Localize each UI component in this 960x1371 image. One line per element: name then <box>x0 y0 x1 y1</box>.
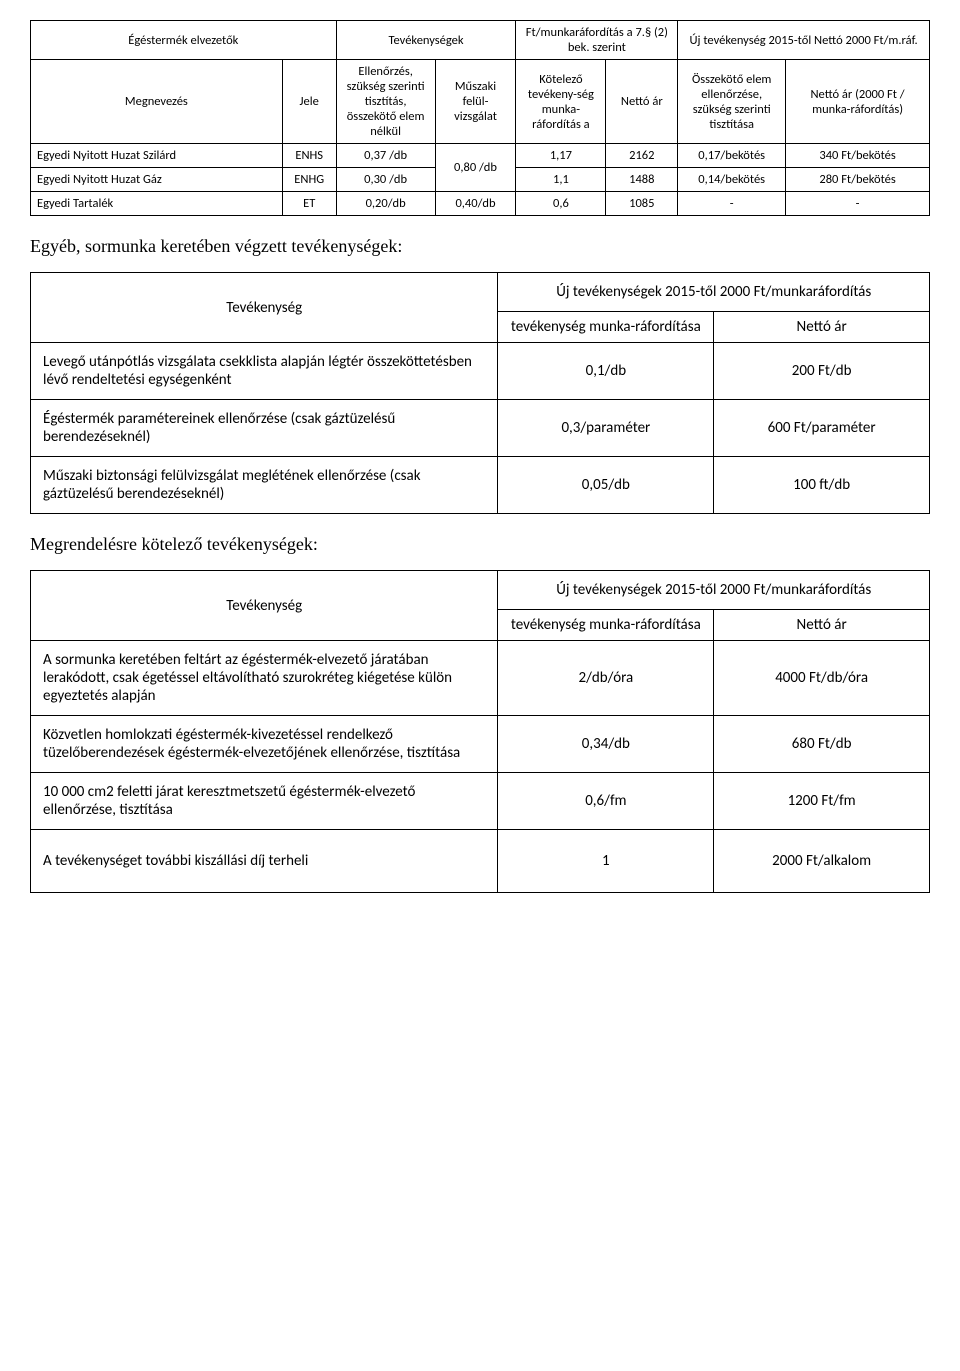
table-row: Levegő utánpótlás vizsgálata csekklista … <box>31 343 930 400</box>
t3-r2-pr: 1200 Ft/fm <box>714 773 930 830</box>
t2-h-newact: Új tevékenységek 2015-től 2000 Ft/munkar… <box>498 273 930 312</box>
t3-h-sub2: Nettó ár <box>714 610 930 641</box>
t1-r1-ell: 0,30 /db <box>336 168 435 192</box>
t3-r1-desc: Közvetlen homlokzati égéstermék-kivezeté… <box>31 716 498 773</box>
t3-r2-mf: 0,6/fm <box>498 773 714 830</box>
t2-h-activity: Tevékenység <box>31 273 498 343</box>
t1-r0-net: 2162 <box>606 144 678 168</box>
table-egetermek: Égéstermék elvezetők Tevékenységek Ft/mu… <box>30 20 930 216</box>
t3-h-newact: Új tevékenységek 2015-től 2000 Ft/munkar… <box>498 571 930 610</box>
t1-r0-fee: 340 Ft/bekötés <box>786 144 930 168</box>
table-row: A sormunka keretében feltárt az égésterm… <box>31 641 930 716</box>
t1-h-kotelezo: Kötelező tevékeny-ség munka-ráfordítás a <box>516 60 606 144</box>
t3-r1-pr: 680 Ft/db <box>714 716 930 773</box>
t1-r2-net: 1085 <box>606 192 678 216</box>
t1-r2-musz: 0,40/db <box>435 192 516 216</box>
table-row: Egyedi Tartalék ET 0,20/db 0,40/db 0,6 1… <box>31 192 930 216</box>
t1-r1-net: 1488 <box>606 168 678 192</box>
t2-r0-desc: Levegő utánpótlás vizsgálata csekklista … <box>31 343 498 400</box>
table-megrendeles: Tevékenység Új tevékenységek 2015-től 20… <box>30 570 930 893</box>
t3-r3-desc: A tevékenységet további kiszállási díj t… <box>31 830 498 893</box>
t3-r0-pr: 4000 Ft/db/óra <box>714 641 930 716</box>
t1-r1-ossz: 0,14/bekötés <box>678 168 786 192</box>
t1-h-c2: Tevékenységek <box>336 21 516 60</box>
t1-h-megnevezes: Megnevezés <box>31 60 283 144</box>
t1-h-jele: Jele <box>282 60 336 144</box>
t1-r0-musz: 0,80 /db <box>435 144 516 192</box>
t3-h-sub1: tevékenység munka-ráfordítása <box>498 610 714 641</box>
t3-r0-mf: 2/db/óra <box>498 641 714 716</box>
table-egyeb: Tevékenység Új tevékenységek 2015-től 20… <box>30 272 930 514</box>
table-row: Közvetlen homlokzati égéstermék-kivezeté… <box>31 716 930 773</box>
t2-r1-desc: Égéstermék paramétereinek ellenőrzése (c… <box>31 400 498 457</box>
table-row: 10 000 cm2 feletti járat keresztmetszetű… <box>31 773 930 830</box>
t2-r0-pr: 200 Ft/db <box>714 343 930 400</box>
table-row: Egyedi Nyitott Huzat Szilárd ENHS 0,37 /… <box>31 144 930 168</box>
t1-r1-jel: ENHG <box>282 168 336 192</box>
t1-h-muszaki: Műszaki felül-vizsgálat <box>435 60 516 144</box>
t1-r2-ossz: - <box>678 192 786 216</box>
t1-h-ellen: Ellenőrzés, szükség szerinti tisztítás, … <box>336 60 435 144</box>
t1-r0-jel: ENHS <box>282 144 336 168</box>
table-row: Műszaki biztonsági felülvizsgálat meglét… <box>31 457 930 514</box>
t1-r2-kot: 0,6 <box>516 192 606 216</box>
t1-r0-name: Egyedi Nyitott Huzat Szilárd <box>31 144 283 168</box>
table-row: Égéstermék paramétereinek ellenőrzése (c… <box>31 400 930 457</box>
t1-r1-fee: 280 Ft/bekötés <box>786 168 930 192</box>
section-title-megrendeles: Megrendelésre kötelező tevékenységek: <box>30 534 930 555</box>
t3-r1-mf: 0,34/db <box>498 716 714 773</box>
t2-r1-pr: 600 Ft/paraméter <box>714 400 930 457</box>
t2-r2-desc: Műszaki biztonsági felülvizsgálat meglét… <box>31 457 498 514</box>
t1-r0-ell: 0,37 /db <box>336 144 435 168</box>
t2-h-sub2: Nettó ár <box>714 312 930 343</box>
t1-h-c4: Új tevékenység 2015-től Nettó 2000 Ft/m.… <box>678 21 930 60</box>
t1-h-c1: Égéstermék elvezetők <box>31 21 337 60</box>
table-row: A tevékenységet további kiszállási díj t… <box>31 830 930 893</box>
t1-r0-ossz: 0,17/bekötés <box>678 144 786 168</box>
t1-r0-kot: 1,17 <box>516 144 606 168</box>
t2-r2-mf: 0,05/db <box>498 457 714 514</box>
t1-h-osszekoto: Összekötő elem ellenőrzése, szükség szer… <box>678 60 786 144</box>
t3-r3-pr: 2000 Ft/alkalom <box>714 830 930 893</box>
t3-r0-desc: A sormunka keretében feltárt az égésterm… <box>31 641 498 716</box>
t1-r2-fee: - <box>786 192 930 216</box>
t1-h-nettoar: Nettó ár (2000 Ft / munka-ráfordítás) <box>786 60 930 144</box>
t1-r1-kot: 1,1 <box>516 168 606 192</box>
t3-h-activity: Tevékenység <box>31 571 498 641</box>
section-title-egyeb: Egyéb, sormunka keretében végzett tevéke… <box>30 236 930 257</box>
t1-r2-name: Egyedi Tartalék <box>31 192 283 216</box>
t3-r3-mf: 1 <box>498 830 714 893</box>
t2-r0-mf: 0,1/db <box>498 343 714 400</box>
t2-r2-pr: 100 ft/db <box>714 457 930 514</box>
t1-r2-ell: 0,20/db <box>336 192 435 216</box>
t3-r2-desc: 10 000 cm2 feletti járat keresztmetszetű… <box>31 773 498 830</box>
t2-h-sub1: tevékenység munka-ráfordítása <box>498 312 714 343</box>
t1-h-netto: Nettó ár <box>606 60 678 144</box>
t2-r1-mf: 0,3/paraméter <box>498 400 714 457</box>
t1-r1-name: Egyedi Nyitott Huzat Gáz <box>31 168 283 192</box>
t1-h-c3: Ft/munkaráfordítás a 7.§ (2) bek. szerin… <box>516 21 678 60</box>
t1-r2-jel: ET <box>282 192 336 216</box>
